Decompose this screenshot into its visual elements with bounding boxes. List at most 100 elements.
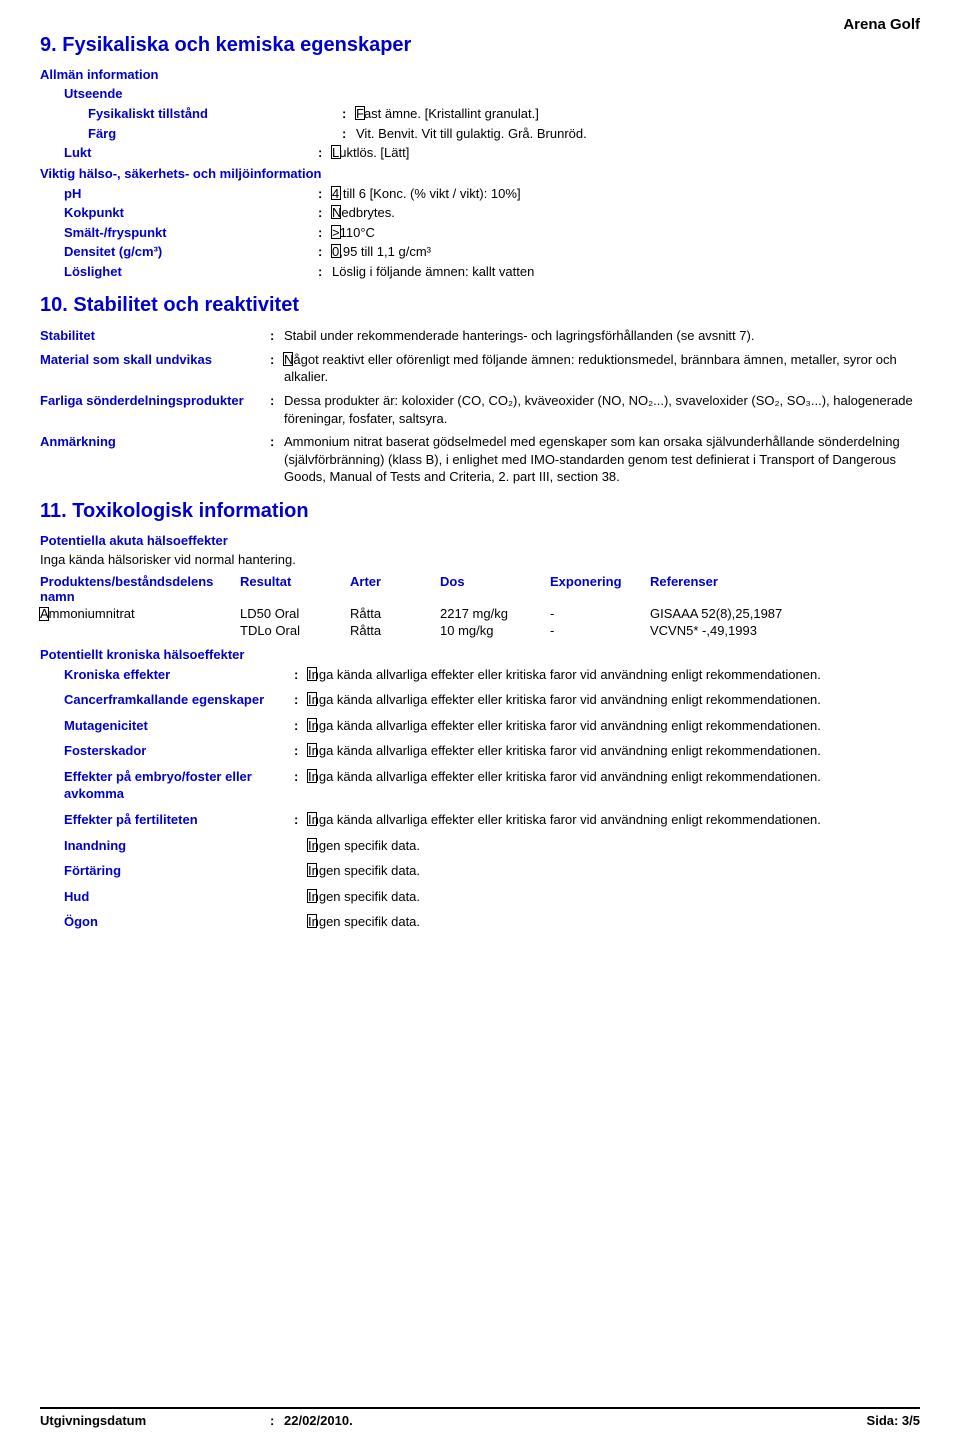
revision-mark-icon: Inga kända allvarliga effekter eller kri… <box>308 717 821 735</box>
property-row: Anmärkning:Ammonium nitrat baserat gödse… <box>40 433 920 486</box>
property-value: Något reaktivt eller oförenligt med följ… <box>284 351 920 386</box>
section-10-title: 10. Stabilitet och reaktivitet <box>40 294 920 317</box>
property-value: Ingen specifik data. <box>308 913 920 931</box>
property-label: Hud <box>64 888 294 906</box>
table-cell: - <box>550 605 650 622</box>
table-row: Ammoniumnitrat LD50 OralRåtta2217 mg/kg-G… <box>40 605 920 622</box>
colon: : <box>294 742 308 760</box>
property-value: 4 till 6 [Konc. (% vikt / vikt): 10%] <box>332 185 920 203</box>
revision-mark-icon: Inga kända allvarliga effekter eller kri… <box>308 742 821 760</box>
property-label: Cancerframkallande egenskaper <box>64 691 294 709</box>
colon: : <box>270 327 284 345</box>
revision-mark-icon: Inga kända allvarliga effekter eller kri… <box>308 691 821 709</box>
property-value: Inga kända allvarliga effekter eller kri… <box>308 666 920 684</box>
footer-page-number: Sida: 3/5 <box>867 1413 920 1428</box>
property-label: Effekter på fertiliteten <box>64 811 294 829</box>
general-info-heading: Allmän information <box>40 67 920 82</box>
property-label: Farliga sönderdelningsprodukter <box>40 392 270 410</box>
colon: : <box>318 204 332 222</box>
property-row: Fosterskador:Inga kända allvarliga effek… <box>40 742 920 760</box>
property-value: Ingen specifik data. <box>308 862 920 880</box>
colon: : <box>294 768 308 786</box>
table-header-cell: Arter <box>350 573 440 605</box>
revision-mark-icon: Något reaktivt eller oförenligt med följ… <box>284 351 920 386</box>
colon: : <box>342 125 356 143</box>
revision-mark-icon: >110°C <box>332 224 375 242</box>
colon: : <box>342 105 356 123</box>
property-value: 0,95 till 1,1 g/cm³ <box>332 243 920 261</box>
product-name-header: Arena Golf <box>843 16 920 33</box>
table-cell: 2217 mg/kg <box>440 605 550 622</box>
property-row: Löslighet:Löslig i följande ämnen: kallt… <box>40 263 920 281</box>
revision-mark-icon: Inga kända allvarliga effekter eller kri… <box>308 666 821 684</box>
property-row: Cancerframkallande egenskaper:Inga kända… <box>40 691 920 709</box>
property-label: Ögon <box>64 913 294 931</box>
property-value: Fast ämne. [Kristallint granulat.] <box>356 105 920 123</box>
revision-mark-icon: Ingen specifik data. <box>308 888 420 906</box>
colon: : <box>294 717 308 735</box>
property-value: Ammonium nitrat baserat gödselmedel med … <box>284 433 920 486</box>
property-value: >110°C <box>332 224 920 242</box>
revision-mark-icon: Luktlös. [Lätt] <box>332 144 409 162</box>
table-cell: TDLo Oral <box>240 622 350 639</box>
property-row: Lukt:Luktlös. [Lätt] <box>40 144 920 162</box>
table-cell: 10 mg/kg <box>440 622 550 639</box>
footer-date-value: 22/02/2010. <box>284 1413 353 1428</box>
revision-mark-icon: Ingen specifik data. <box>308 862 420 880</box>
table-header-cell: Exponering <box>550 573 650 605</box>
section-11-title: 11. Toxikologisk information <box>40 500 920 523</box>
table-cell: Råtta <box>350 605 440 622</box>
table-cell: VCVN5* -,49,1993 <box>650 622 920 639</box>
colon: : <box>318 243 332 261</box>
property-value: Inga kända allvarliga effekter eller kri… <box>308 742 920 760</box>
property-label: Smält-/fryspunkt <box>64 224 318 242</box>
property-value: Nedbrytes. <box>332 204 920 222</box>
table-cell <box>40 622 240 639</box>
health-safety-env-heading: Viktig hälso-, säkerhets- och miljöinfor… <box>40 166 920 181</box>
table-cell: LD50 Oral <box>240 605 350 622</box>
table-cell: Ammoniumnitrat <box>40 605 240 622</box>
revision-mark-icon: Ingen specifik data. <box>308 913 420 931</box>
property-value: Inga kända allvarliga effekter eller kri… <box>308 691 920 709</box>
property-row: Fysikaliskt tillstånd:Fast ämne. [Krista… <box>40 105 920 123</box>
colon: : <box>294 666 308 684</box>
revision-mark-icon: Inga kända allvarliga effekter eller kri… <box>308 768 821 786</box>
property-row: Material som skall undvikas:Något reakti… <box>40 351 920 386</box>
colon: : <box>294 691 308 709</box>
property-value: Ingen specifik data. <box>308 888 920 906</box>
table-cell: - <box>550 622 650 639</box>
property-row: Hud Ingen specifik data. <box>40 888 920 906</box>
property-row: Densitet (g/cm³):0,95 till 1,1 g/cm³ <box>40 243 920 261</box>
property-label: Densitet (g/cm³) <box>64 243 318 261</box>
table-cell: Råtta <box>350 622 440 639</box>
table-header-cell: Resultat <box>240 573 350 605</box>
property-row: FörtäringIngen specifik data. <box>40 862 920 880</box>
property-value: Inga kända allvarliga effekter eller kri… <box>308 717 920 735</box>
colon: : <box>318 263 332 281</box>
property-row: Smält-/fryspunkt:>110°C <box>40 224 920 242</box>
revision-mark-icon: Ammoniumnitrat <box>40 606 135 621</box>
colon: : <box>270 392 284 410</box>
property-row: Ögon Ingen specifik data. <box>40 913 920 931</box>
property-label: Effekter på embryo/foster eller avkomma <box>64 768 294 803</box>
appearance-heading: Utseende <box>64 86 920 101</box>
property-label: Stabilitet <box>40 327 270 345</box>
section-9-title: 9. Fysikaliska och kemiska egenskaper <box>40 34 920 57</box>
property-value: Inga kända allvarliga effekter eller kri… <box>308 768 920 786</box>
toxicology-table: Produktens/beståndsdelens namnResultatAr… <box>40 573 920 639</box>
table-header-cell: Produktens/beståndsdelens namn <box>40 573 240 605</box>
property-row: pH:4 till 6 [Konc. (% vikt / vikt): 10%] <box>40 185 920 203</box>
colon: : <box>294 811 308 829</box>
property-row: Farliga sönderdelningsprodukter:Dessa pr… <box>40 392 920 427</box>
colon: : <box>318 224 332 242</box>
table-row: TDLo OralRåtta10 mg/kg-VCVN5* -,49,1993 <box>40 622 920 639</box>
revision-mark-icon: Nedbrytes. <box>332 204 395 222</box>
property-value: Inga kända allvarliga effekter eller kri… <box>308 811 920 829</box>
revision-mark-icon: Fast ämne. [Kristallint granulat.] <box>356 105 539 123</box>
colon: : <box>270 351 284 369</box>
colon: : <box>270 433 284 451</box>
revision-mark-icon: 4 till 6 [Konc. (% vikt / vikt): 10%] <box>332 185 521 203</box>
property-row: Effekter på embryo/foster eller avkomma:… <box>40 768 920 803</box>
table-cell: GISAAA 52(8),25,1987 <box>650 605 920 622</box>
property-label: pH <box>64 185 318 203</box>
